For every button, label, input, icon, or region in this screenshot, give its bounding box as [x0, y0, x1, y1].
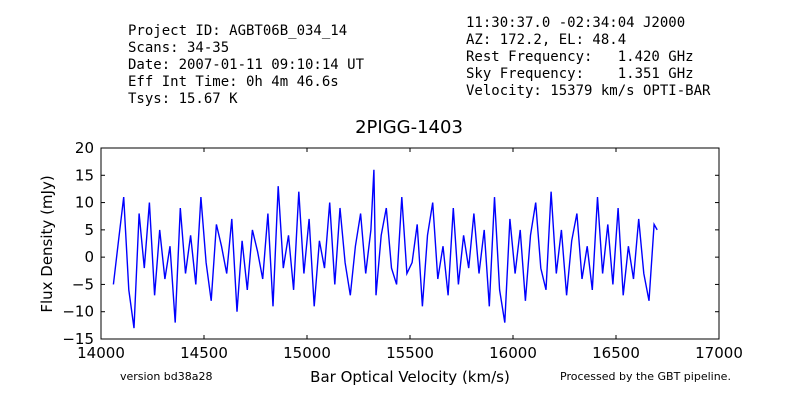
header-left-line-1: Project ID: AGBT06B_034_14: [128, 23, 347, 39]
x-tick-label: 16500: [592, 344, 640, 362]
series-layer: [112, 169, 658, 329]
observation-header: Project ID: AGBT06B_034_14 Scans: 34-35 …: [128, 15, 711, 107]
y-tick-label: 10: [75, 194, 94, 212]
y-tick-label: 0: [84, 248, 94, 266]
y-axis-label: Flux Density (mJy): [38, 175, 56, 312]
y-tick-label: −15: [62, 330, 94, 348]
version-label: version bd38a28: [120, 370, 213, 383]
header-left-line-2: Scans: 34-35: [128, 40, 229, 56]
y-tick-label: −5: [72, 275, 94, 293]
x-axis-ticks: 14000 14500 15000 15500 16000 16500 17000: [77, 148, 743, 362]
header-left-line-4: Eff Int Time: 0h 4m 46.6s: [128, 74, 339, 90]
header-left-line-5: Tsys: 15.67 K: [128, 91, 238, 107]
x-tick-label: 15000: [283, 344, 331, 362]
header-right-line-5: Velocity: 15379 km/s OPTI-BAR: [466, 83, 711, 99]
spectrum-line-1: [112, 169, 658, 329]
x-axis-label: Bar Optical Velocity (km/s): [310, 368, 510, 386]
x-tick-label: 17000: [695, 344, 743, 362]
header-right-line-2: AZ: 172.2, EL: 48.4: [466, 32, 626, 48]
x-tick-label: 16000: [489, 344, 537, 362]
x-tick-label: 15500: [386, 344, 434, 362]
y-tick-label: 15: [75, 166, 94, 184]
header-right-line-1: 11:30:37.0 -02:34:04 J2000: [466, 15, 685, 31]
pipeline-label: Processed by the GBT pipeline.: [560, 370, 731, 383]
y-tick-label: −10: [62, 303, 94, 321]
plot-area: 14000 14500 15000 15500 16000 16500 17000 −15−…: [62, 139, 743, 362]
chart-title: 2PIGG-1403: [355, 117, 463, 138]
y-axis-ticks: −15 −10 −5 0 5 10 15 20: [62, 139, 719, 348]
x-tick-label: 14000: [77, 344, 125, 362]
x-tick-label: 14500: [180, 344, 228, 362]
y-tick-label: 20: [75, 139, 94, 157]
header-left-line-3: Date: 2007-01-11 09:10:14 UT: [128, 57, 365, 73]
y-tick-label: 5: [84, 221, 94, 239]
plot-frame: [100, 147, 720, 340]
header-right-line-3: Rest Frequency: 1.420 GHz: [466, 49, 694, 65]
header-right-line-4: Sky Frequency: 1.351 GHz: [466, 66, 694, 82]
